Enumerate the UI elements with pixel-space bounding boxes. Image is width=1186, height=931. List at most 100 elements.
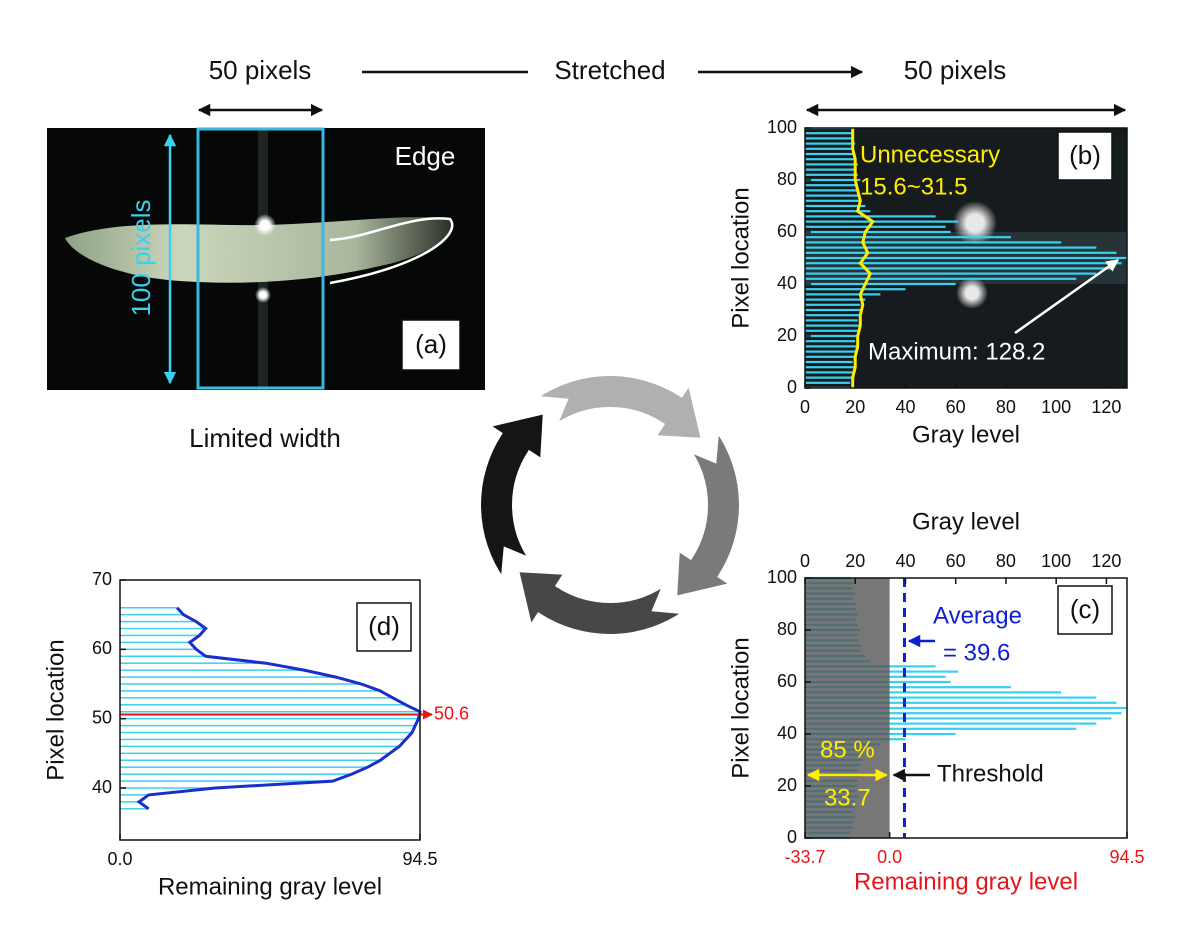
y-tick-label: 100 — [767, 117, 797, 137]
bar — [805, 360, 853, 364]
bar — [805, 298, 866, 301]
bar — [120, 801, 140, 803]
bar — [805, 251, 1117, 254]
x-tick-label: 20 — [845, 397, 865, 417]
bar — [120, 606, 178, 609]
bar — [120, 808, 149, 810]
background-line — [851, 128, 875, 388]
panel-tag: (b) — [1069, 140, 1101, 170]
x-tick-label: 0 — [800, 397, 810, 417]
annotation: Unnecessary — [860, 141, 1000, 168]
panel-a: 100 pixels Edge (a) Limited width — [47, 127, 485, 453]
bar — [120, 641, 190, 644]
annotation: 85 % — [820, 736, 875, 763]
y-axis-label: Pixel location — [727, 637, 754, 778]
pointer-arrow — [1014, 258, 1120, 335]
tag-box — [1057, 585, 1113, 635]
bar — [805, 272, 1097, 275]
cycle-arrow — [514, 567, 691, 638]
y-tick-label: 40 — [777, 723, 797, 743]
cycle-arrow — [477, 409, 548, 586]
bar — [120, 787, 216, 789]
bar — [120, 752, 390, 755]
y-tick-label: 60 — [777, 671, 797, 691]
bar — [805, 210, 871, 213]
bar — [120, 704, 406, 706]
bar — [805, 350, 856, 353]
plot-frame — [119, 579, 421, 841]
bar — [805, 158, 856, 161]
y-tick-label: 60 — [92, 638, 112, 658]
x-tick-label: 120 — [1091, 397, 1121, 417]
selection-box — [196, 127, 325, 390]
x2-tick-label: 100 — [1041, 551, 1071, 571]
height-label: 100 pixels — [126, 199, 156, 316]
y-tick-label: 70 — [92, 569, 112, 589]
tag-box — [401, 319, 461, 371]
bar — [805, 691, 1062, 694]
x-tick-label: 100 — [1041, 397, 1071, 417]
x-tick-label: 0.0 — [877, 847, 902, 867]
bar — [120, 794, 149, 796]
bar — [120, 634, 200, 637]
bar — [805, 178, 861, 182]
bar — [120, 662, 267, 664]
bar — [805, 334, 858, 338]
y-tick-label: 40 — [777, 273, 797, 293]
annotation: Average — [933, 602, 1022, 629]
bar — [805, 277, 1077, 280]
header-stretched: Stretched — [554, 55, 665, 85]
y-tick-label: 80 — [777, 169, 797, 189]
bar — [120, 669, 305, 671]
y-tick-label: 50 — [92, 707, 112, 727]
y-axis-label: Pixel location — [42, 639, 69, 780]
bar — [120, 620, 197, 623]
x2-axis-label: Remaining gray level — [854, 868, 1078, 895]
y-tick-label: 20 — [777, 325, 797, 345]
x-tick-label: 60 — [946, 397, 966, 417]
y-tick-label: 40 — [92, 777, 112, 797]
panel-tag: (a) — [415, 329, 447, 359]
bar — [120, 697, 394, 699]
bar — [805, 173, 858, 176]
bar — [805, 152, 856, 156]
bar — [805, 267, 1112, 270]
bar — [805, 132, 853, 135]
y-tick-label: 20 — [777, 775, 797, 795]
bar — [805, 717, 1112, 720]
bar — [805, 262, 1122, 265]
bar — [805, 686, 1011, 689]
annotation: Maximum: 128.2 — [868, 338, 1045, 365]
annotation: Threshold — [937, 760, 1044, 787]
bar — [120, 780, 333, 782]
bar — [805, 303, 861, 306]
bar — [120, 655, 206, 658]
tag-box — [1057, 131, 1113, 181]
bar — [805, 324, 861, 327]
panel-tag: (d) — [368, 611, 400, 641]
bar — [805, 246, 1097, 249]
x-tick-label: 94.5 — [1109, 847, 1144, 867]
bar — [805, 215, 936, 218]
x2-tick-label: 20 — [845, 551, 865, 571]
bar — [120, 627, 206, 630]
cycle-arrow — [529, 372, 706, 443]
bar — [120, 683, 362, 685]
annotation: = 39.6 — [943, 639, 1010, 666]
y-tick-label: 60 — [777, 221, 797, 241]
x2-tick-label: 60 — [946, 551, 966, 571]
bright-spot — [254, 214, 276, 236]
edge-outline — [329, 217, 454, 285]
bar — [805, 366, 856, 369]
plot-frame — [804, 127, 1128, 389]
bar — [805, 376, 853, 379]
bar — [805, 340, 856, 343]
bar — [805, 230, 951, 234]
bar — [120, 731, 413, 734]
edge-label: Edge — [395, 141, 456, 171]
y-tick-label: 80 — [777, 619, 797, 639]
bar — [805, 282, 956, 286]
y-tick-label: 100 — [767, 567, 797, 587]
bar — [120, 738, 406, 741]
